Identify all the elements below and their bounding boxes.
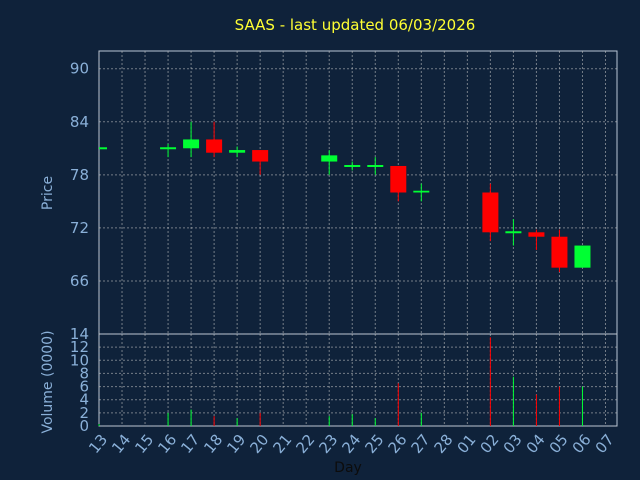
candle-body xyxy=(229,150,246,153)
candle-body xyxy=(574,245,591,268)
candle-body xyxy=(321,155,338,162)
candle-body xyxy=(482,192,499,233)
candle-body xyxy=(252,150,269,162)
candle-body xyxy=(413,190,430,193)
price-axis-title: Price xyxy=(40,176,56,210)
volume-y-tick-label: 14 xyxy=(70,325,89,343)
candle-body xyxy=(206,139,223,153)
price-y-tick-label: 72 xyxy=(70,219,89,237)
volume-y-tick-label: 10 xyxy=(70,351,89,369)
volume-y-tick-label: 2 xyxy=(79,404,89,422)
volume-y-tick-label: 4 xyxy=(79,391,89,409)
volume-series xyxy=(98,337,583,426)
price-y-tick-label: 66 xyxy=(70,272,89,290)
candlestick-series xyxy=(99,121,591,273)
x-axis-title: Day xyxy=(334,460,362,476)
price-y-tick-label: 78 xyxy=(70,166,89,184)
candle-body xyxy=(551,236,568,268)
price-y-tick-labels: 66 72 78 84 90 xyxy=(70,60,89,290)
volume-y-tick-label: 6 xyxy=(79,378,89,396)
price-y-tick-label: 90 xyxy=(70,60,89,78)
price-panel: 66 72 78 84 90 Price xyxy=(40,50,618,335)
volume-y-tick-label: 0 xyxy=(79,417,89,435)
volume-axis-title: Volume (0000) xyxy=(40,330,56,433)
candle-body xyxy=(390,165,407,193)
x-tick-labels: 1314151617181920212223242526272801020304… xyxy=(85,431,618,457)
volume-y-tick-label: 12 xyxy=(70,338,89,356)
chart-title: SAAS - last updated 06/03/2026 xyxy=(235,16,476,34)
candle-body xyxy=(528,232,545,237)
candle-body xyxy=(183,139,200,149)
volume-y-tick-label: 8 xyxy=(79,364,89,382)
price-y-tick-label: 84 xyxy=(70,113,89,131)
